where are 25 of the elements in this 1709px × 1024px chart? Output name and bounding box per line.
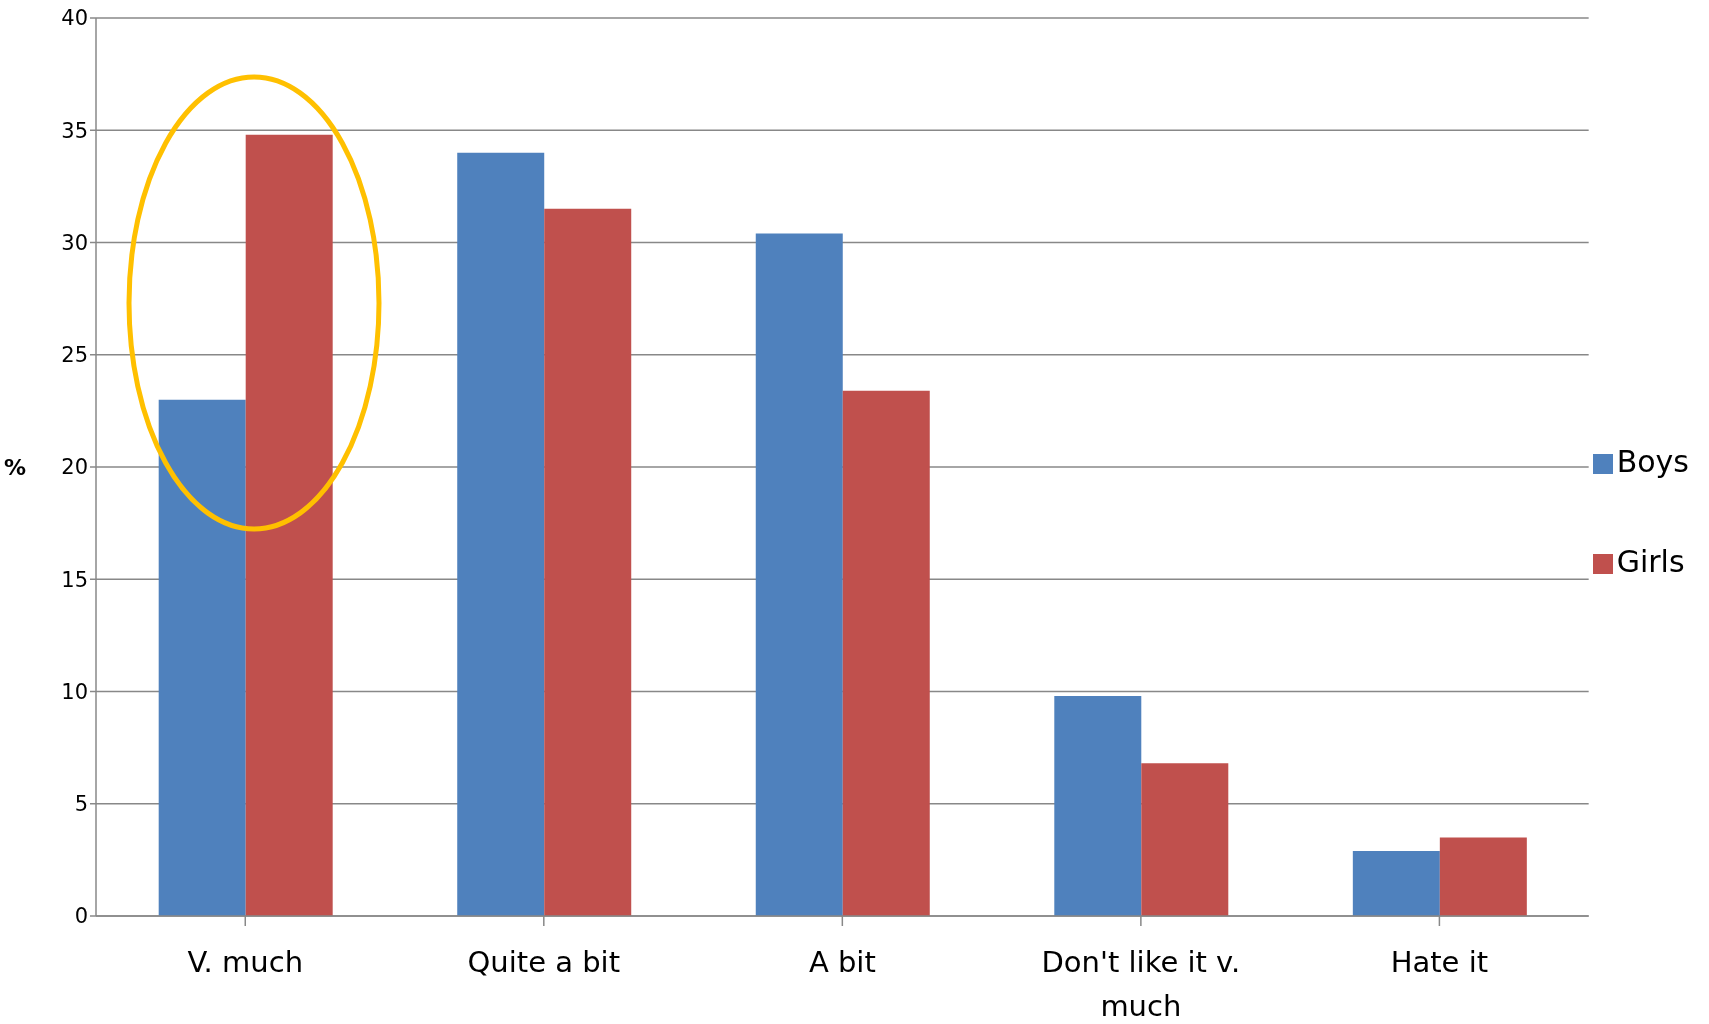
bar (1439, 837, 1527, 916)
y-tick-label: 5 (74, 792, 88, 817)
x-tick-label: V. much (187, 945, 304, 979)
bar (842, 390, 930, 916)
y-tick-label: 20 (61, 455, 88, 480)
bar (544, 208, 632, 916)
x-tick-label: Hate it (1390, 945, 1489, 979)
x-tick-label: A bit (808, 945, 876, 979)
y-tick-label: 25 (61, 343, 88, 368)
bar (755, 233, 843, 916)
y-tick-label: 40 (61, 6, 88, 31)
legend-label: Girls (1616, 544, 1685, 579)
bar (1054, 695, 1142, 916)
y-tick-label: 0 (74, 904, 88, 929)
x-tick-label: Quite a bit (467, 945, 621, 979)
x-tick-label: Don't like it v. much (1041, 945, 1241, 1023)
y-axis-title: % (4, 454, 27, 480)
y-tick-label: 10 (61, 679, 88, 704)
y-tick-label: 35 (61, 118, 88, 143)
bar (457, 152, 545, 916)
y-tick-label: 30 (61, 230, 88, 255)
y-tick-label: 15 (61, 567, 88, 592)
legend-label: Boys (1616, 444, 1689, 479)
bar (1352, 850, 1440, 916)
bar (1141, 763, 1229, 916)
